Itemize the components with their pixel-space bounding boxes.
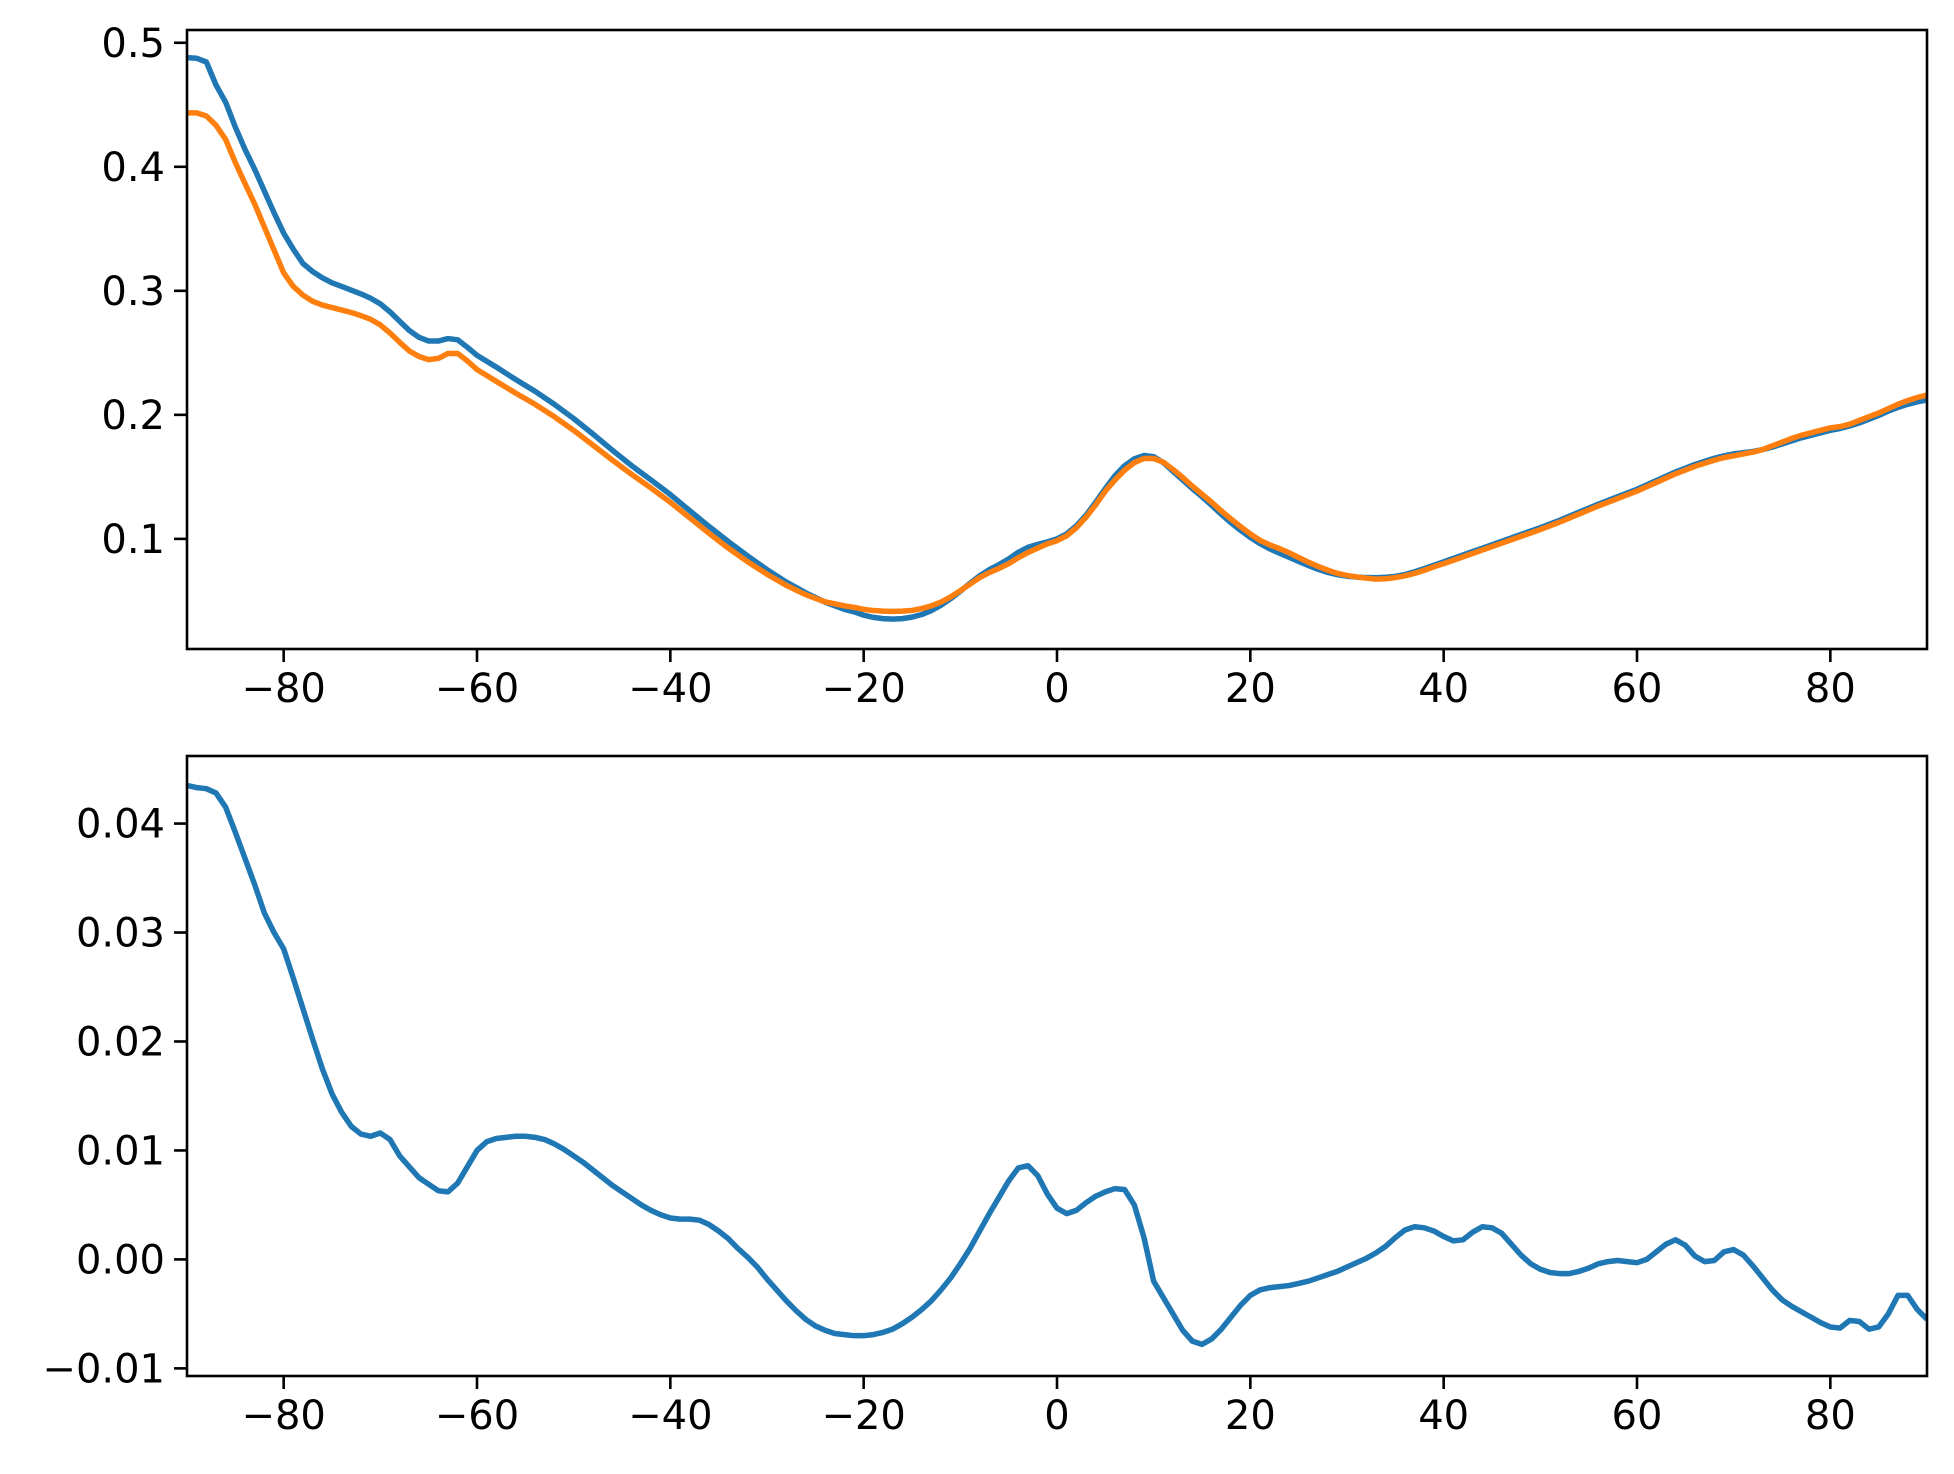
bottom-x-tick-label: 0 — [1044, 1393, 1069, 1439]
bottom-y-tick-label: 0.03 — [76, 911, 165, 957]
bottom-y-tick-label: 0.01 — [76, 1128, 165, 1174]
top-x-tick-label: −60 — [435, 666, 519, 712]
bottom-x-tick-label: 40 — [1418, 1393, 1469, 1439]
top-x-tick-label: 80 — [1805, 666, 1856, 712]
top-x-tick-label: −20 — [821, 666, 905, 712]
top-y-tick-label: 0.2 — [101, 393, 165, 439]
top-y-tick-label: 0.4 — [101, 145, 165, 191]
top-x-tick-label: 40 — [1418, 666, 1469, 712]
top-y-tick-label: 0.5 — [101, 21, 165, 67]
top-x-tick-label: 0 — [1044, 666, 1069, 712]
bottom-x-tick-label: −60 — [435, 1393, 519, 1439]
bottom-y-tick-label: 0.04 — [76, 802, 165, 848]
bottom-x-tick-label: −80 — [241, 1393, 325, 1439]
top-x-tick-label: −80 — [241, 666, 325, 712]
top-y-tick-label: 0.3 — [101, 269, 165, 315]
top-y-tick-label: 0.1 — [101, 517, 165, 563]
bottom-x-tick-label: −40 — [628, 1393, 712, 1439]
bottom-y-tick-label: −0.01 — [42, 1346, 165, 1392]
bottom-series-blue-line — [187, 782, 1927, 1348]
bottom-panel: −80 −60 −40 −20 0 20 40 60 80 −0.01 0.00 0.01 0.02 0.… — [42, 754, 1929, 1439]
bottom-x-tick-label: 20 — [1225, 1393, 1276, 1439]
top-x-tick-label: 20 — [1225, 666, 1276, 712]
bottom-y-tick-label: 0.02 — [76, 1019, 165, 1065]
bottom-axes-frame — [185, 754, 1929, 1378]
top-x-tick-label: 60 — [1612, 666, 1663, 712]
top-panel: −80 −60 −40 −20 0 20 40 60 80 0.1 0.2 0.3 0.4 0.5 — [101, 21, 1929, 712]
top-series-orange-line — [187, 110, 1927, 615]
top-x-tick-label: −40 — [628, 666, 712, 712]
bottom-x-tick-label: −20 — [821, 1393, 905, 1439]
top-series-blue-line — [187, 54, 1927, 622]
bottom-x-tick-label: 80 — [1805, 1393, 1856, 1439]
bottom-y-tick-label: 0.00 — [76, 1237, 165, 1283]
bottom-x-tick-label: 60 — [1612, 1393, 1663, 1439]
